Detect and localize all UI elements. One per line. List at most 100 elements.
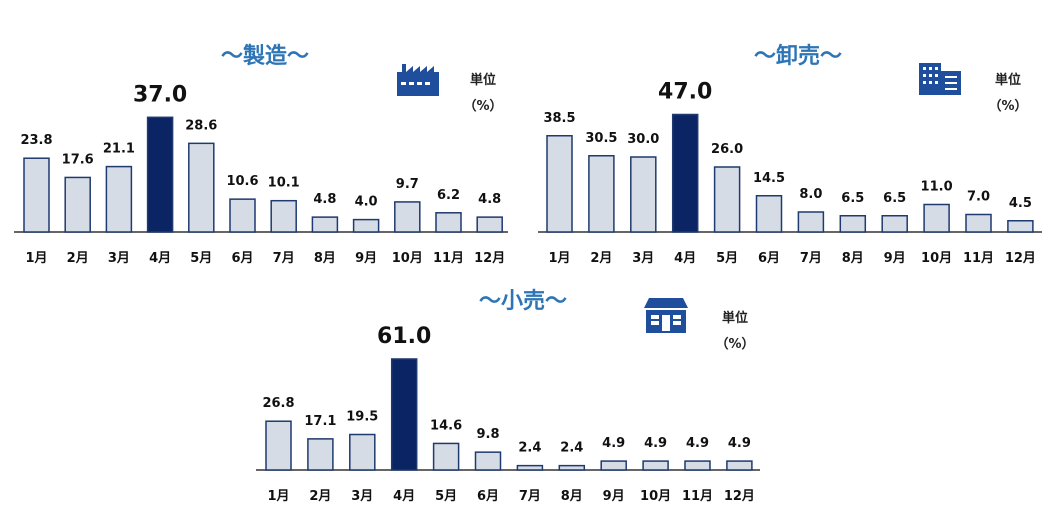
data-label: 28.6 <box>185 118 217 133</box>
data-label: 4.9 <box>644 436 667 451</box>
x-tick-label: 8月 <box>561 489 583 504</box>
bar <box>474 451 502 471</box>
bar <box>435 212 462 233</box>
bar <box>352 218 380 233</box>
data-label: 7.0 <box>967 190 990 205</box>
x-tick-label: 3月 <box>108 251 130 266</box>
x-tick-label: 5月 <box>716 251 738 266</box>
office-building-icon <box>918 62 962 100</box>
bar <box>307 438 334 471</box>
data-label: 2.4 <box>560 441 583 456</box>
data-label: 19.5 <box>346 410 378 425</box>
x-tick-label: 10月 <box>392 251 423 266</box>
x-tick-label: 2月 <box>309 489 331 504</box>
bar <box>713 166 741 233</box>
x-tick-label: 8月 <box>314 251 336 266</box>
data-label: 30.0 <box>627 132 659 147</box>
data-label: 9.8 <box>476 427 499 442</box>
bar <box>188 142 215 233</box>
x-tick-label: 11月 <box>433 251 464 266</box>
bar <box>516 464 544 471</box>
bar <box>349 433 376 471</box>
bar <box>476 216 503 233</box>
unit-label-manufacturing: 単位 （%） <box>463 73 503 114</box>
x-tick-label: 4月 <box>149 251 171 266</box>
data-label: 4.8 <box>313 192 336 207</box>
x-tick-label: 12月 <box>474 251 505 266</box>
bar <box>923 203 950 233</box>
x-tick-label: 9月 <box>884 251 906 266</box>
x-tick-label: 2月 <box>67 251 89 266</box>
data-label: 8.0 <box>799 187 822 202</box>
x-tick-label: 4月 <box>674 251 696 266</box>
bar <box>671 113 699 233</box>
data-label: 38.5 <box>543 111 575 126</box>
x-tick-label: 1月 <box>267 489 289 504</box>
x-tick-label: 6月 <box>477 489 499 504</box>
x-tick-label: 12月 <box>724 489 755 504</box>
bar <box>965 213 992 233</box>
data-label: 4.9 <box>728 436 751 451</box>
x-tick-label: 5月 <box>190 251 212 266</box>
factory-icon <box>395 62 441 100</box>
x-tick-label: 12月 <box>1005 251 1036 266</box>
unit-label-wholesale: 単位 （%） <box>988 73 1028 114</box>
x-tick-label: 5月 <box>435 489 457 504</box>
data-label: 30.5 <box>585 131 617 146</box>
data-label: 17.1 <box>304 414 336 429</box>
x-tick-label: 9月 <box>603 489 625 504</box>
data-label: 47.0 <box>658 80 712 105</box>
bar <box>546 135 573 233</box>
bar <box>558 464 586 471</box>
x-tick-label: 3月 <box>351 489 373 504</box>
bar <box>839 215 867 233</box>
x-tick-label: 6月 <box>758 251 780 266</box>
x-tick-label: 2月 <box>590 251 612 266</box>
bar <box>390 358 418 471</box>
bar <box>797 211 825 233</box>
chart-title-retail: ～小売～ <box>478 289 567 314</box>
bar <box>265 420 292 471</box>
data-label: 17.6 <box>62 152 94 167</box>
data-label: 10.1 <box>268 176 300 191</box>
x-tick-label: 9月 <box>355 251 377 266</box>
x-tick-label: 1月 <box>25 251 47 266</box>
bar <box>23 157 50 233</box>
data-label: 6.2 <box>437 188 460 203</box>
x-tick-label: 7月 <box>800 251 822 266</box>
data-label: 14.5 <box>753 171 785 186</box>
data-label: 26.8 <box>262 396 294 411</box>
x-tick-label: 8月 <box>842 251 864 266</box>
x-tick-label: 10月 <box>640 489 671 504</box>
x-tick-label: 10月 <box>921 251 952 266</box>
data-label: 26.0 <box>711 142 743 157</box>
x-tick-label: 7月 <box>273 251 295 266</box>
x-tick-label: 3月 <box>632 251 654 266</box>
x-tick-label: 1月 <box>548 251 570 266</box>
data-label: 11.0 <box>921 180 953 195</box>
data-label: 4.9 <box>686 436 709 451</box>
bar <box>394 201 421 233</box>
data-label: 6.5 <box>841 191 864 206</box>
bar <box>755 195 783 233</box>
x-tick-label: 11月 <box>963 251 994 266</box>
bar <box>630 156 657 233</box>
bar <box>432 442 460 471</box>
data-label: 2.4 <box>518 441 541 456</box>
unit-label-retail: 単位 （%） <box>715 311 755 352</box>
bar <box>64 176 91 233</box>
bar <box>600 460 627 471</box>
bar <box>726 460 753 471</box>
bar <box>1007 220 1034 233</box>
data-label: 37.0 <box>133 82 187 107</box>
data-label: 10.6 <box>226 174 258 189</box>
data-label: 23.8 <box>20 133 52 148</box>
data-label: 4.8 <box>478 192 501 207</box>
data-label: 14.6 <box>430 418 462 433</box>
data-label: 4.5 <box>1009 196 1032 211</box>
bar <box>881 215 908 233</box>
bar <box>311 216 339 233</box>
bar <box>588 155 615 233</box>
store-icon <box>643 296 689 338</box>
